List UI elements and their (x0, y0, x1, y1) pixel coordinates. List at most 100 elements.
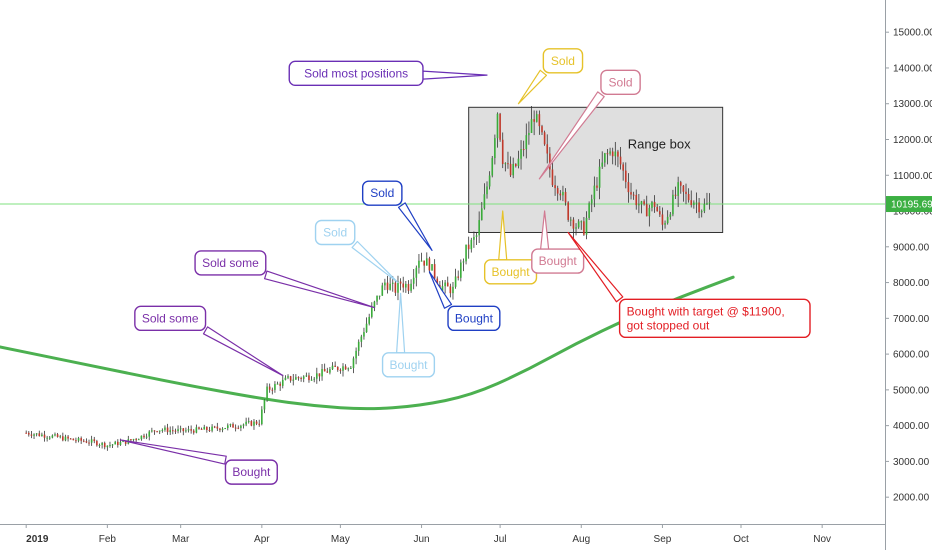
candle-down (407, 283, 410, 291)
candle-down (611, 151, 614, 157)
candle-down (543, 132, 546, 145)
y-tick-label: 4000.00 (893, 421, 930, 432)
y-tick-label: 15000.00 (893, 28, 932, 39)
annotation-box (288, 60, 424, 87)
candle-down (617, 151, 619, 157)
candle-up (708, 202, 711, 204)
candle-down (72, 438, 75, 441)
candle-down (685, 191, 687, 195)
annotation-box (224, 459, 278, 485)
candle-up (470, 239, 473, 250)
candle-up (226, 425, 229, 429)
current-price-tag-label: 10195.69 (891, 200, 932, 211)
candle-down (554, 185, 556, 189)
candle-down (219, 428, 221, 431)
candle-down (182, 428, 185, 432)
candle-up (35, 433, 38, 435)
candle-down (323, 369, 326, 372)
candle-down (85, 441, 88, 443)
candle-up (389, 283, 391, 290)
y-tick-label: 2000.00 (893, 493, 930, 504)
candle-down (653, 201, 656, 207)
candle-down (43, 434, 46, 438)
candle-down (386, 282, 389, 290)
candle-up (677, 182, 679, 196)
annotation-text: Sold most positions (304, 66, 408, 80)
annotation-sold-yellow: Sold (517, 48, 584, 105)
range-box-layer: Range box (468, 106, 724, 233)
candle-up (488, 175, 491, 187)
candle-up (465, 244, 467, 262)
candle-up (106, 445, 109, 448)
candle-down (255, 421, 258, 424)
candle-down (674, 194, 677, 196)
candle-down (467, 244, 470, 250)
candle-down (93, 439, 96, 442)
range-box (468, 106, 724, 233)
annotation-sold-most-positions: Sold most positions (288, 60, 488, 87)
candle-up (651, 201, 653, 208)
candle-up (397, 281, 399, 293)
candle-up (381, 285, 384, 296)
annotation-text: Bought with target @ $11900, (627, 304, 785, 318)
candle-up (593, 185, 596, 200)
candle-up (475, 235, 478, 237)
candle-up (101, 442, 103, 445)
candle-down (171, 430, 174, 432)
candle-up (486, 186, 488, 195)
candle-up (473, 236, 475, 240)
x-tick-label: Jul (494, 534, 507, 545)
annotation-box (531, 248, 585, 274)
candle-down (499, 113, 501, 140)
y-tick-label: 5000.00 (893, 385, 930, 396)
candle-up (693, 202, 695, 206)
candle-down (56, 434, 59, 438)
candle-up (454, 276, 457, 287)
x-tick-label: 2019 (26, 534, 49, 545)
x-tick-label: Nov (813, 534, 831, 545)
candle-down (96, 441, 98, 446)
candle-up (321, 369, 323, 377)
candle-down (30, 434, 33, 436)
candle-down (190, 429, 192, 431)
candle-up (329, 369, 331, 373)
candle-down (645, 204, 648, 217)
candle-down (297, 377, 300, 379)
annotation-sold-pink: Sold (538, 69, 641, 180)
candle-up (410, 283, 412, 291)
candle-down (67, 436, 69, 439)
candle-up (245, 421, 247, 425)
candle-down (135, 439, 137, 441)
candle-up (140, 435, 143, 440)
candle-down (336, 366, 339, 370)
annotation-text: Sold (370, 186, 394, 200)
candle-up (111, 444, 114, 446)
x-tick-label: Sep (654, 534, 672, 545)
candle-down (334, 365, 336, 367)
candle-down (507, 163, 509, 165)
candle-up (316, 373, 318, 379)
candles-layer (25, 106, 711, 451)
candle-up (478, 220, 480, 236)
candle-up (640, 201, 643, 205)
annotation-text: Bought (232, 465, 271, 479)
candle-down (192, 430, 195, 433)
candle-up (669, 214, 672, 217)
candle-down (124, 440, 127, 444)
y-tick-label: 11000.00 (893, 171, 932, 182)
candle-down (457, 276, 460, 278)
annotation-pointer (538, 91, 605, 180)
candle-up (177, 429, 179, 432)
candle-up (444, 282, 446, 287)
candle-up (310, 379, 313, 381)
candle-up (132, 439, 135, 441)
candle-down (549, 153, 551, 170)
candle-down (690, 200, 693, 206)
annotation-bought-yellow: Bought (483, 210, 538, 285)
candle-down (326, 371, 329, 373)
y-tick-label: 7000.00 (893, 314, 930, 325)
candle-up (491, 158, 494, 176)
annotation-bought-pink: Bought (531, 210, 585, 274)
